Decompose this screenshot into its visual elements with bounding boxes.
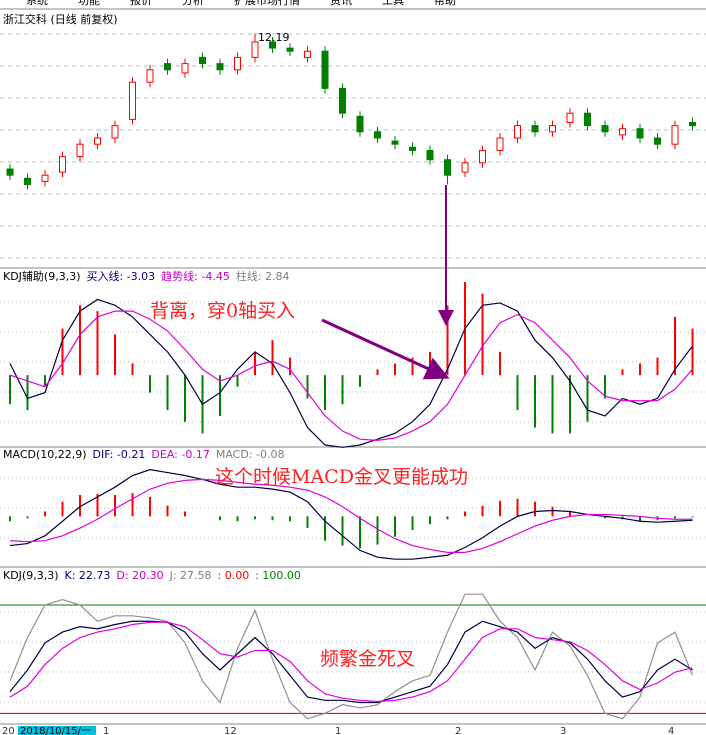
candle-body [286, 47, 294, 52]
candle-body [444, 159, 451, 176]
candle-body [41, 174, 49, 182]
indicator-label: KDJ辅助(9,3,3) [3, 269, 81, 283]
line [9, 310, 693, 441]
candle-body [566, 112, 574, 123]
arrow [321, 318, 450, 380]
candle-body [269, 41, 276, 49]
indicator-label: : 100.00 [255, 569, 301, 582]
plots: 浙江交科 (日线 前复权) 12.19 KDJ辅助(9,3,3) 买入线: -3.03… [0, 12, 706, 720]
menu-item[interactable]: 工具 [382, 0, 404, 7]
indicator-label: D: 20.30 [116, 569, 163, 582]
x-tick-label: 2 [455, 726, 461, 735]
candle-body [59, 156, 66, 173]
candle-body [374, 131, 381, 139]
candle-body [321, 50, 329, 89]
x-tick-label: 3 [560, 726, 566, 735]
indicator-label: MACD: -0.08 [216, 448, 285, 461]
x-axis: 2018/10/15/一20 1 12 1 2 3 4 [2, 726, 674, 735]
x-tick-label: 1 [335, 726, 341, 735]
candle-body [251, 41, 259, 58]
candle-body [216, 63, 224, 71]
indicator-label: MACD(10,22,9) [3, 448, 87, 461]
candle-body [199, 56, 206, 65]
candle-body [6, 168, 14, 176]
candle-body [164, 63, 171, 71]
x-tick-label: 12 [224, 726, 237, 735]
annotation: 背离，穿0轴买入 [150, 300, 295, 322]
menu-item[interactable]: 资讯 [330, 0, 352, 7]
candle-body [94, 137, 101, 145]
candle-body [181, 63, 189, 74]
candle-body [356, 115, 364, 133]
menu-bar[interactable]: 系统 功能 报价 分析 扩展市场行情 资讯 工具 帮助 [26, 0, 456, 7]
candle-body [531, 125, 539, 133]
panel-title: 浙江交科 (日线 前复权) [3, 12, 118, 26]
candle-body [514, 125, 521, 139]
candle-body [339, 87, 346, 114]
candle-body [24, 177, 31, 186]
annotation: 这个时候MACD金叉更能成功 [215, 466, 468, 488]
current-date: 2018/10/15/一 [20, 726, 91, 735]
menu-item[interactable]: 系统 [26, 0, 48, 7]
indicator-label: K: 22.73 [65, 569, 111, 582]
menu-item[interactable]: 功能 [78, 0, 100, 7]
candle-body [111, 125, 119, 139]
indicator-label: J: 27.58 [169, 569, 212, 582]
candle-body [496, 137, 504, 151]
candle-body [461, 162, 469, 173]
x-tick-label: 1 [103, 726, 109, 735]
line [9, 469, 693, 560]
candle-body [129, 81, 136, 120]
line [9, 478, 693, 553]
candle-body [671, 125, 679, 145]
candle-body [689, 122, 696, 127]
current-date-box [18, 726, 96, 735]
candle-body [636, 128, 644, 139]
indicator-label: 柱线: 2.84 [236, 269, 290, 283]
annotation: 12.19 [258, 31, 290, 44]
menu-item[interactable]: 扩展市场行情 [234, 0, 300, 7]
x-tick-label: 20 [2, 726, 15, 735]
menu-item[interactable]: 帮助 [434, 0, 456, 7]
x-tick-label: 4 [668, 726, 674, 735]
indicator-label: : 0.00 [218, 569, 250, 582]
candle-body [619, 128, 626, 136]
candle-body [426, 149, 434, 161]
candle-body [304, 50, 311, 58]
candle-body [654, 137, 661, 145]
candle-body [234, 56, 241, 71]
line [9, 593, 694, 720]
candle-body [549, 125, 556, 133]
candle-body [409, 146, 416, 151]
annotation: 频繁金死叉 [320, 648, 415, 670]
indicator-label: 趋势线: -4.45 [161, 269, 230, 283]
candle-body [76, 143, 84, 158]
indicator-label: 买入线: -3.03 [87, 269, 156, 283]
menu-item[interactable]: 报价 [130, 0, 152, 7]
indicator-label: DIF: -0.21 [93, 448, 146, 461]
candle-body [601, 125, 609, 133]
indicator-label: DEA: -0.17 [151, 448, 209, 461]
line [9, 620, 693, 704]
candle-body [479, 149, 486, 164]
line [9, 621, 693, 703]
indicator-label: KDJ(9,3,3) [3, 569, 59, 582]
candle-body [391, 140, 399, 145]
candle-body [146, 69, 154, 83]
menu-item[interactable]: 分析 [182, 0, 204, 7]
candle-body [584, 112, 591, 127]
